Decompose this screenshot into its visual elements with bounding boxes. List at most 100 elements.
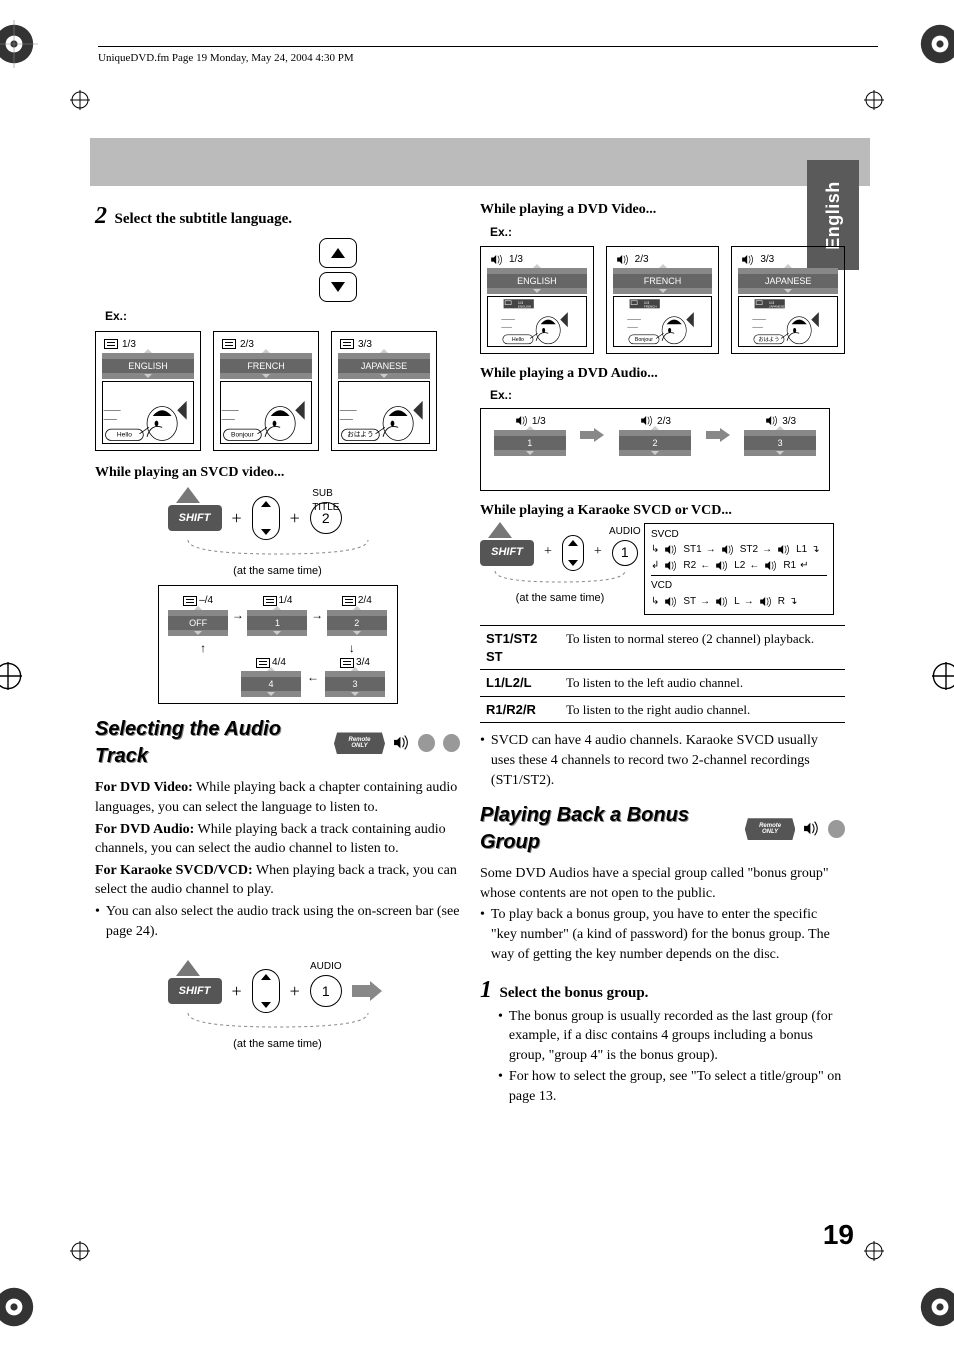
step-text: Select the subtitle language. xyxy=(115,211,293,227)
flow-fraction: 2/3 xyxy=(657,415,671,429)
sound-icon xyxy=(803,820,820,838)
crosshair-icon xyxy=(70,1241,90,1261)
flow-cell: –/4 OFF xyxy=(165,594,232,636)
vcd-label: VCD xyxy=(651,579,827,593)
example-box: 3/3 JAPANESE 1/3 JAPANESE おはよう xyxy=(731,246,845,354)
table-key: R1/R2/R xyxy=(480,696,560,723)
svg-text:Bonjour: Bonjour xyxy=(635,337,653,343)
example-label: Ex.: xyxy=(105,308,460,324)
example-box: 1/3 ENGLISH Hello xyxy=(95,331,201,451)
arrow-right-icon xyxy=(706,428,730,442)
nav-oval-button[interactable] xyxy=(252,496,280,540)
subtitle-icon xyxy=(263,596,277,606)
dvd-video-examples: 1/3 ENGLISH 1/3 ENGLISH Hello 2/3 FRENCH xyxy=(480,246,845,354)
chain-label: R2 xyxy=(683,559,696,573)
subtitle-icon xyxy=(104,339,118,349)
dashed-connector xyxy=(168,1013,388,1035)
svg-text:FRENCH: FRENCH xyxy=(644,305,657,309)
flow-cell: 4/4 4 xyxy=(236,656,306,698)
flow-value: 4 xyxy=(241,677,301,691)
karaoke-chain-box: SVCD ↳ST1→ST2→L1↴ ↲R2←L2←R1↵ VCD ↳ST→L→R… xyxy=(644,523,834,616)
sound-icon xyxy=(393,734,410,752)
section-audio-header: Selecting the Audio Track Remote ONLY xyxy=(95,716,460,770)
remote-down-button[interactable] xyxy=(319,272,357,302)
remote-up-button[interactable] xyxy=(319,238,357,268)
crosshair-icon xyxy=(864,1241,884,1261)
body-paragraph: For DVD Audio: While playing back a trac… xyxy=(95,820,460,859)
osd-language: FRENCH xyxy=(613,274,713,288)
subtitle-icon xyxy=(222,339,236,349)
karaoke-heading: While playing a Karaoke SVCD or VCD... xyxy=(480,501,845,521)
plus-icon: + xyxy=(232,979,242,1003)
subtitle-examples: 1/3 ENGLISH Hello 2/3 FRENCH B xyxy=(95,331,460,451)
flow-cell: 1/4 1 xyxy=(244,594,311,636)
scene-illustration: Bonjour xyxy=(220,381,312,443)
shift-button[interactable]: SHIFT xyxy=(480,540,534,566)
example-box: 1/3 ENGLISH 1/3 ENGLISH Hello xyxy=(480,246,594,354)
osd-language: JAPANESE xyxy=(338,359,430,373)
subtitle-icon xyxy=(340,339,354,349)
audio-channel-table: ST1/ST2STTo listen to normal stereo (2 c… xyxy=(480,625,845,723)
disc-icon xyxy=(828,820,845,838)
step-number: 2 xyxy=(95,203,107,229)
table-row: ST1/ST2STTo listen to normal stereo (2 c… xyxy=(480,626,845,670)
flow-cell: 1/3 1 xyxy=(495,415,565,457)
bonus-bullet: To play back a bonus group, you have to … xyxy=(480,905,845,964)
arrow-icon: ↴ xyxy=(789,595,797,609)
bonus-body: Some DVD Audios have a special group cal… xyxy=(480,864,845,903)
svg-text:おはよう: おはよう xyxy=(759,336,780,343)
arrow-icon: ↳ xyxy=(651,595,659,609)
step-text: Select the bonus group. xyxy=(500,985,649,1001)
example-label: Ex.: xyxy=(490,387,845,403)
dvd-audio-diagram: 1/3 1 2/3 2 3/3 3 xyxy=(480,408,830,492)
svcd-shift-block: SHIFT + + SUB TITLE 2 (at the same time) xyxy=(95,484,460,579)
shift-button[interactable]: SHIFT xyxy=(168,978,222,1004)
section-bonus-header: Playing Back a Bonus Group Remote ONLY xyxy=(480,802,845,856)
osd-fraction: 3/3 xyxy=(760,253,774,267)
table-value: To listen to the left audio channel. xyxy=(560,670,845,697)
osd-language: FRENCH xyxy=(220,359,312,373)
example-label: Ex.: xyxy=(490,224,845,240)
flow-cell: 3/4 3 xyxy=(320,656,390,698)
subtitle-icon xyxy=(342,596,356,606)
example-box: 2/3 FRENCH 1/3 FRENCH Bonjour xyxy=(606,246,720,354)
arrow-icon: ← xyxy=(749,559,759,573)
scene-illustration: Hello xyxy=(102,381,194,443)
reg-mark xyxy=(0,662,22,690)
header-line: UniqueDVD.fm Page 19 Monday, May 24, 200… xyxy=(98,52,354,64)
example-box: 3/3 JAPANESE おはよう xyxy=(331,331,437,451)
remote-only-badge: Remote ONLY xyxy=(745,818,796,840)
same-time-label: (at the same time) xyxy=(480,591,640,606)
arrow-icon: ↳ xyxy=(651,543,659,557)
svcd-label: SVCD xyxy=(651,528,827,542)
shift-button[interactable]: SHIFT xyxy=(168,505,222,531)
table-row: R1/R2/RTo listen to the right audio chan… xyxy=(480,696,845,723)
osd-fraction: 1/3 xyxy=(122,338,136,352)
svg-text:JAPANESE: JAPANESE xyxy=(769,305,785,309)
audio-bullet: You can also select the audio track usin… xyxy=(95,902,460,941)
svcd-heading: While playing an SVCD video... xyxy=(95,463,460,483)
reg-mark xyxy=(916,1283,954,1331)
plus-icon: + xyxy=(594,543,602,562)
karaoke-block: SHIFT + + AUDIO 1 (at the same time) SVC… xyxy=(480,523,845,616)
num-1-button[interactable]: AUDIO 1 xyxy=(612,540,638,566)
scene-illustration: 1/3 ENGLISH Hello xyxy=(487,296,587,346)
body-paragraph: For Karaoke SVCD/VCD: When playing back … xyxy=(95,861,460,900)
plus-icon: + xyxy=(290,979,300,1003)
table-row: L1/L2/LTo listen to the left audio chann… xyxy=(480,670,845,697)
num-1-button[interactable]: AUDIO 1 xyxy=(310,975,342,1007)
svg-text:ENGLISH: ENGLISH xyxy=(518,305,531,309)
num-label: AUDIO xyxy=(609,525,641,539)
scene-illustration: 1/3 JAPANESE おはよう xyxy=(738,296,838,346)
num-label: SUB TITLE xyxy=(312,487,339,514)
step1: 1 Select the bonus group. xyxy=(480,974,845,1006)
table-key: L1/L2/L xyxy=(480,670,560,697)
dashed-connector xyxy=(480,571,640,589)
num-2-button[interactable]: SUB TITLE 2 xyxy=(310,502,342,534)
remote-only-badge: Remote ONLY xyxy=(334,732,385,754)
nav-oval-button[interactable] xyxy=(252,969,280,1013)
arrow-icon: → xyxy=(700,595,710,609)
flow-arrow-icon: → xyxy=(311,607,323,623)
osd-fraction: 2/3 xyxy=(635,253,649,267)
nav-oval-button[interactable] xyxy=(562,535,584,571)
